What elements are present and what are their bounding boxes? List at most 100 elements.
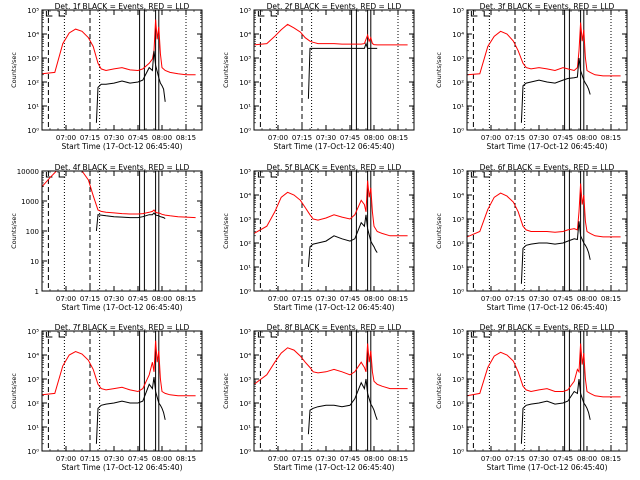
y-tick-label: 10⁵ bbox=[239, 168, 251, 176]
x-tick-label: 07:00 bbox=[481, 455, 501, 463]
x-tick-label: 08:00 bbox=[152, 295, 172, 303]
y-tick-label: 10³ bbox=[239, 55, 251, 63]
series-line-lld bbox=[41, 170, 196, 219]
y-axis-label: Counts/sec bbox=[222, 373, 230, 409]
y-tick-label: 10² bbox=[239, 79, 251, 87]
x-tick-label: 07:00 bbox=[481, 134, 501, 142]
x-tick-label: 08:15 bbox=[388, 134, 408, 142]
y-tick-label: 10² bbox=[27, 400, 39, 408]
panel-3: 10⁰ 10¹ 10² 10³ 10⁴ 10⁵ 07:00 07:15 07:30 07:45 08… bbox=[435, 2, 628, 151]
panel-title: Det. 9f BLACK = Events, RED = LLD bbox=[480, 323, 615, 332]
range-bracket-mark bbox=[58, 172, 66, 178]
x-tick-label: 07:15 bbox=[80, 455, 100, 463]
y-tick-label: 10² bbox=[452, 240, 464, 248]
series-line-events bbox=[307, 378, 378, 435]
y-tick-label: 10² bbox=[27, 79, 39, 87]
y-tick-label: 10² bbox=[239, 240, 251, 248]
x-tick-label: 08:15 bbox=[176, 134, 196, 142]
x-tick-label: 07:45 bbox=[340, 295, 360, 303]
range-bracket-mark bbox=[270, 332, 278, 338]
range-bracket-mark bbox=[483, 11, 491, 17]
range-bracket-mark bbox=[483, 332, 491, 338]
panel-title: Det. 4f BLACK = Events, RED = LLD bbox=[55, 163, 190, 172]
x-tick-label: 07:15 bbox=[80, 295, 100, 303]
series-line-events bbox=[520, 378, 591, 444]
y-tick-label: 10⁵ bbox=[452, 168, 464, 176]
series-line-events bbox=[520, 221, 591, 284]
x-axis-label: Start Time (17-Oct-12 06:45:40) bbox=[486, 463, 607, 472]
y-tick-label: 10⁵ bbox=[27, 7, 39, 15]
y-tick-label: 100 bbox=[26, 228, 39, 236]
y-tick-label: 10³ bbox=[239, 376, 251, 384]
panel-4: 1 10 100 1000 10000 07:00 07:15 07:30 07:45 08:00… bbox=[10, 163, 203, 312]
y-tick-label: 10⁰ bbox=[452, 448, 464, 456]
x-tick-label: 07:45 bbox=[128, 134, 148, 142]
x-axis-label: Start Time (17-Oct-12 06:45:40) bbox=[61, 142, 182, 151]
y-tick-label: 10 bbox=[30, 258, 39, 266]
x-tick-label: 07:30 bbox=[316, 295, 336, 303]
x-tick-label: 08:15 bbox=[176, 455, 196, 463]
y-tick-label: 10⁵ bbox=[452, 7, 464, 15]
x-tick-label: 07:30 bbox=[529, 134, 549, 142]
range-bracket-mark bbox=[483, 172, 491, 178]
y-tick-label: 10³ bbox=[239, 216, 251, 224]
panel-title: Det. 1f BLACK = Events, RED = LLD bbox=[55, 2, 190, 11]
y-tick-label: 10³ bbox=[452, 216, 464, 224]
y-tick-label: 10⁰ bbox=[239, 288, 251, 296]
y-axis-label: Counts/sec bbox=[435, 213, 443, 249]
y-tick-label: 10³ bbox=[452, 55, 464, 63]
series-line-events bbox=[95, 377, 166, 444]
y-tick-label: 10⁰ bbox=[239, 127, 251, 135]
x-tick-label: 07:30 bbox=[104, 295, 124, 303]
y-axis-label: Counts/sec bbox=[435, 52, 443, 88]
y-axis-label: Counts/sec bbox=[10, 213, 18, 249]
panel-title: Det. 7f BLACK = Events, RED = LLD bbox=[55, 323, 190, 332]
x-tick-label: 07:00 bbox=[56, 134, 76, 142]
range-bracket-mark bbox=[470, 172, 478, 178]
plot-frame bbox=[466, 9, 628, 131]
panel-6: 10⁰ 10¹ 10² 10³ 10⁴ 10⁵ 07:00 07:15 07:30 07:45 08… bbox=[435, 163, 628, 312]
range-bracket-mark bbox=[270, 11, 278, 17]
y-tick-label: 10⁴ bbox=[239, 192, 251, 200]
plot-frame bbox=[253, 170, 415, 292]
series-line-events bbox=[307, 214, 378, 268]
y-tick-label: 10² bbox=[452, 400, 464, 408]
x-tick-label: 07:00 bbox=[268, 295, 288, 303]
plot-frame bbox=[466, 330, 628, 452]
x-tick-label: 07:30 bbox=[529, 455, 549, 463]
x-axis-label: Start Time (17-Oct-12 06:45:40) bbox=[61, 303, 182, 312]
panel-title: Det. 5f BLACK = Events, RED = LLD bbox=[267, 163, 402, 172]
panel-7: 10⁰ 10¹ 10² 10³ 10⁴ 10⁵ 07:00 07:15 07:30 07:45 08… bbox=[10, 323, 203, 472]
y-tick-label: 10¹ bbox=[452, 424, 464, 432]
y-tick-label: 10⁰ bbox=[452, 288, 464, 296]
y-axis-label: Counts/sec bbox=[10, 52, 18, 88]
x-tick-label: 08:00 bbox=[577, 134, 597, 142]
x-axis-label: Start Time (17-Oct-12 06:45:40) bbox=[273, 142, 394, 151]
x-tick-label: 07:30 bbox=[316, 134, 336, 142]
range-bracket-mark bbox=[257, 172, 265, 178]
x-tick-label: 07:00 bbox=[56, 455, 76, 463]
x-tick-label: 07:00 bbox=[481, 295, 501, 303]
x-tick-label: 07:15 bbox=[505, 134, 525, 142]
y-tick-label: 10¹ bbox=[27, 103, 39, 111]
series-line-lld bbox=[41, 19, 196, 76]
y-tick-label: 10⁵ bbox=[239, 328, 251, 336]
x-tick-label: 08:00 bbox=[152, 134, 172, 142]
range-bracket-mark bbox=[58, 332, 66, 338]
x-tick-label: 08:15 bbox=[176, 295, 196, 303]
y-tick-label: 10⁴ bbox=[239, 352, 251, 360]
x-tick-label: 07:15 bbox=[505, 455, 525, 463]
x-tick-label: 07:45 bbox=[553, 134, 573, 142]
x-tick-label: 07:15 bbox=[292, 455, 312, 463]
y-tick-label: 10⁵ bbox=[239, 7, 251, 15]
y-tick-label: 10¹ bbox=[239, 264, 251, 272]
y-tick-label: 10¹ bbox=[27, 424, 39, 432]
plot-frame bbox=[253, 9, 415, 131]
y-tick-label: 10³ bbox=[27, 376, 39, 384]
x-axis-label: Start Time (17-Oct-12 06:45:40) bbox=[486, 303, 607, 312]
y-tick-label: 10⁰ bbox=[452, 127, 464, 135]
range-bracket-mark bbox=[257, 11, 265, 17]
y-tick-label: 10¹ bbox=[452, 264, 464, 272]
y-axis-label: Counts/sec bbox=[435, 373, 443, 409]
x-tick-label: 07:45 bbox=[128, 455, 148, 463]
